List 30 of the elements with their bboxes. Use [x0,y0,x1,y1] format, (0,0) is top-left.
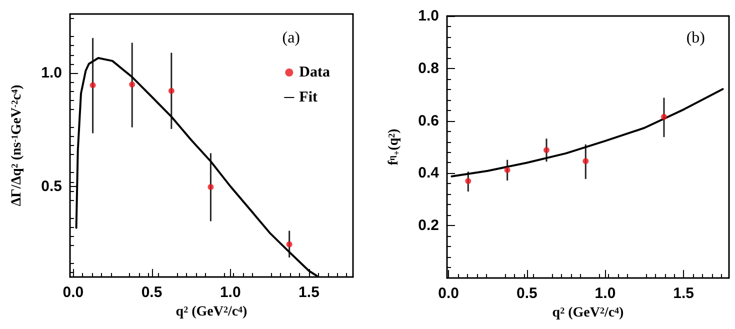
x-tick-label: 0.5 [516,285,538,302]
point [168,88,174,94]
text: ΔΓ/Δq2 (ns-1GeV-2c4) [10,84,24,206]
point [129,82,136,88]
x-tick-label: 0.0 [438,285,459,302]
legend-label: Fit [299,90,318,106]
point [504,167,510,174]
x-tick-label: 0.0 [62,284,84,301]
point [286,241,292,248]
point [660,114,667,120]
y-tick-label: 0.6 [418,112,439,130]
point [582,158,589,164]
y-tick-label: 0.4 [418,164,440,182]
y-tick-label: 0.8 [418,60,439,77]
line-series [450,88,724,178]
x-tick-label: 0.5 [141,284,162,301]
point [208,184,214,190]
legend-label: Data [299,64,330,80]
y-tick-label: 1.0 [418,8,439,24]
point [465,178,472,184]
x-tick-label: 1.5 [673,285,694,302]
y-axis-title: fη+(q2) [386,128,402,166]
y-tick-label: 0.2 [418,217,439,234]
x-tick-label: 1.5 [298,284,320,301]
point [90,82,96,88]
annotation: (a) [282,30,300,46]
annotation: (b) [686,30,705,46]
x-tick-label: 1.0 [220,284,241,301]
x-tick-label: 1.0 [594,285,616,302]
point [543,147,550,154]
